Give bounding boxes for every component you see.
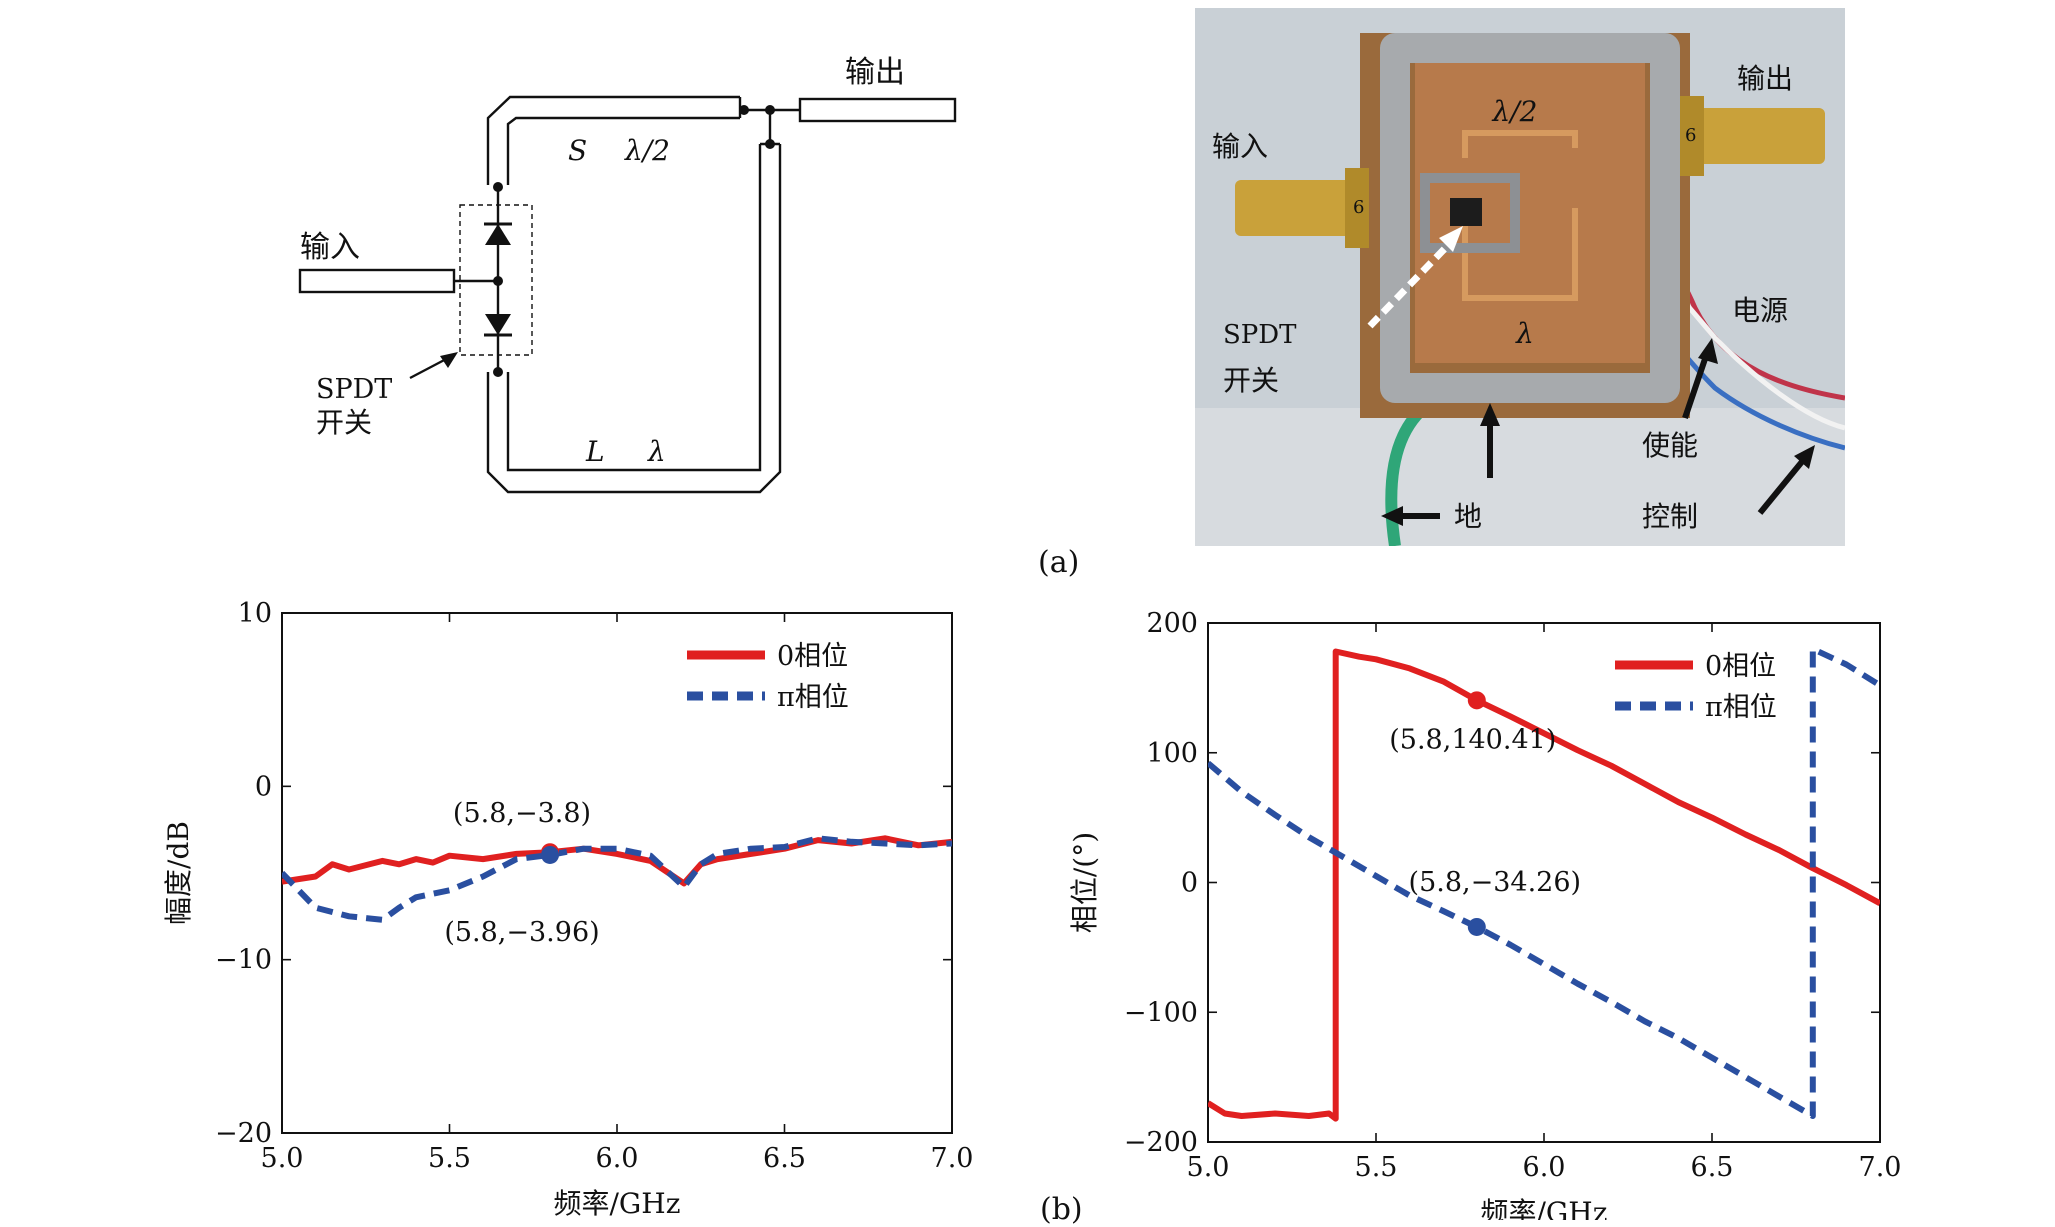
x-tick-label: 5.0 bbox=[1187, 1152, 1230, 1183]
node-dot bbox=[765, 105, 775, 115]
y-tick-label: −10 bbox=[215, 945, 272, 976]
x-tick-label: 6.0 bbox=[596, 1143, 639, 1174]
plot-frame bbox=[281, 612, 953, 1134]
x-tick-label: 7.0 bbox=[931, 1143, 974, 1174]
legend-label: π相位 bbox=[1705, 692, 1777, 723]
photo-ground-label: 地 bbox=[1454, 500, 1482, 533]
photo-half-lambda-label: λ/2 bbox=[1492, 95, 1538, 128]
photo-background-shade bbox=[1195, 408, 1845, 546]
series-line-zero-phase bbox=[282, 835, 952, 887]
enable-arrow-head bbox=[1698, 338, 1718, 364]
spdt-chip bbox=[1450, 198, 1482, 226]
legend-label: 0相位 bbox=[1705, 651, 1776, 682]
legend-label: 0相位 bbox=[777, 641, 848, 672]
annotation-label: (5.8,−3.8) bbox=[453, 798, 591, 829]
photo-spdt-label: SPDT bbox=[1223, 320, 1297, 350]
node-dot bbox=[493, 276, 503, 286]
schematic-s-label: S bbox=[568, 134, 587, 167]
spdt-pointer-arrow-head bbox=[1439, 226, 1463, 252]
control-arrow-head bbox=[1794, 445, 1815, 469]
ground-arrow-head bbox=[1480, 403, 1500, 426]
node-dot bbox=[493, 367, 503, 377]
schematic-spdt-label: SPDT bbox=[316, 374, 392, 405]
caption-a: (a) bbox=[1038, 545, 1080, 580]
connector-mark-left: 6 bbox=[1353, 197, 1364, 218]
schematic-l-label: L bbox=[585, 435, 605, 468]
ground-wire-arrow-head bbox=[1381, 506, 1403, 526]
input-connector bbox=[1235, 180, 1365, 236]
photo-lambda-label: λ bbox=[1515, 317, 1534, 350]
short-line-inner bbox=[506, 116, 740, 185]
annotation-marker bbox=[1467, 917, 1486, 936]
output-connector bbox=[1685, 108, 1825, 164]
y-tick-label: 0 bbox=[255, 771, 272, 802]
output-line bbox=[798, 97, 957, 123]
x-tick-label: 7.0 bbox=[1859, 1152, 1902, 1183]
y-tick-label: −200 bbox=[1124, 1127, 1198, 1158]
schematic-half-lambda-label: λ/2 bbox=[624, 134, 670, 167]
node-dot bbox=[493, 182, 503, 192]
schematic-switch-label: 开关 bbox=[316, 406, 372, 439]
diode-lower bbox=[485, 314, 511, 335]
trace-half-lambda bbox=[1462, 130, 1578, 158]
schematic-diagram: 输出 输入 SPDT 开关 S λ/2 L λ bbox=[298, 55, 957, 494]
input-line bbox=[298, 268, 456, 294]
long-line-inner bbox=[506, 144, 762, 472]
schematic-output-label: 输出 bbox=[845, 55, 905, 90]
x-axis-label: 频率/GHz bbox=[1481, 1196, 1608, 1220]
spdt-switch-box bbox=[459, 204, 533, 356]
annotation-label: (5.8,−34.26) bbox=[1409, 867, 1582, 898]
photo-output-label: 输出 bbox=[1737, 62, 1793, 95]
annotation-marker bbox=[1467, 691, 1486, 710]
y-tick-label: 200 bbox=[1146, 608, 1198, 639]
legend-label: π相位 bbox=[777, 682, 849, 713]
diode-upper bbox=[485, 224, 511, 245]
annotation-label: (5.8,−3.96) bbox=[444, 917, 599, 948]
y-tick-label: −100 bbox=[1124, 997, 1198, 1028]
connector-mark-right: 6 bbox=[1685, 125, 1696, 146]
photo-enable-label: 使能 bbox=[1642, 429, 1698, 462]
photo-control-label: 控制 bbox=[1642, 500, 1698, 533]
photo-power-label: 电源 bbox=[1732, 294, 1788, 327]
x-tick-label: 5.5 bbox=[1355, 1152, 1398, 1183]
control-arrow bbox=[1757, 456, 1808, 515]
node-dot bbox=[765, 139, 775, 149]
node-dot bbox=[739, 105, 749, 115]
enable-arrow bbox=[1682, 352, 1710, 419]
output-connector-flange bbox=[1680, 96, 1704, 176]
y-tick-label: −20 bbox=[215, 1118, 272, 1149]
device-photo: 6 6 λ/2 输出 输入 SPDT 开关 λ 电源 使能 地 控制 bbox=[1195, 8, 1845, 546]
series-line-pi-phase bbox=[1208, 646, 1880, 1119]
x-axis-label: 频率/GHz bbox=[554, 1187, 681, 1220]
x-tick-label: 5.5 bbox=[428, 1143, 471, 1174]
y-axis-label: 相位/(°) bbox=[1068, 832, 1101, 933]
photo-input-label: 输入 bbox=[1212, 130, 1268, 163]
solder-frame bbox=[1380, 33, 1680, 403]
spdt-arrow-head bbox=[440, 352, 458, 368]
y-tick-label: 0 bbox=[1181, 868, 1198, 899]
series-line-pi-phase bbox=[282, 835, 952, 923]
x-tick-label: 6.5 bbox=[1691, 1152, 1734, 1183]
annotation-label: (5.8,140.41) bbox=[1389, 724, 1556, 755]
x-tick-label: 6.5 bbox=[763, 1143, 806, 1174]
annotation-marker bbox=[541, 845, 559, 864]
schematic-lambda-label: λ bbox=[647, 435, 666, 468]
y-tick-label: 10 bbox=[238, 598, 272, 629]
phase-chart: 5.0 5.5 6.0 6.5 7.0 200 100 0 −100 −200 频率/GHz 相位/(… bbox=[1068, 608, 1902, 1220]
input-connector-flange bbox=[1345, 168, 1369, 248]
chip-pads bbox=[1420, 173, 1520, 253]
x-tick-label: 6.0 bbox=[1523, 1152, 1566, 1183]
photo-switch-label: 开关 bbox=[1223, 364, 1279, 397]
long-line-outer bbox=[486, 144, 782, 494]
y-axis-label: 幅度/dB bbox=[162, 821, 195, 925]
x-tick-label: 5.0 bbox=[261, 1143, 304, 1174]
short-line-outer bbox=[486, 95, 740, 185]
caption-b: (b) bbox=[1040, 1192, 1083, 1227]
amplitude-chart: 5.0 5.5 6.0 6.5 7.0 10 0 −10 −20 频率/GHz 幅度/dB 0相位 π相… bbox=[162, 598, 974, 1220]
y-tick-label: 100 bbox=[1146, 738, 1198, 769]
spdt-pointer-arrow bbox=[1367, 237, 1456, 329]
schematic-input-label: 输入 bbox=[300, 230, 360, 265]
